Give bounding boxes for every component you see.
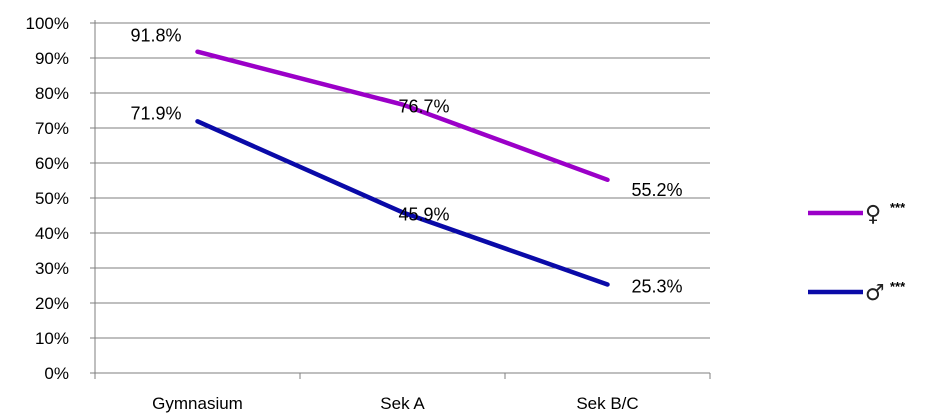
series-lines — [195, 49, 610, 287]
series-line — [195, 119, 610, 287]
legend-label: ♂ — [865, 281, 885, 306]
y-tick-label: 100% — [26, 14, 69, 33]
legend-label: ♀ — [865, 202, 881, 227]
data-label: 25.3% — [632, 276, 683, 296]
x-axis-tick-labels: Gymnasium Sek A Sek B/C — [152, 394, 639, 413]
y-tick-label: 60% — [35, 154, 69, 173]
gridlines — [95, 22, 710, 339]
axes — [90, 20, 711, 379]
legend-significance: *** — [890, 200, 906, 215]
y-tick-label: 10% — [35, 329, 69, 348]
x-tick-label: Sek B/C — [576, 394, 638, 413]
y-tick-label: 90% — [35, 49, 69, 68]
x-tick-label: Sek A — [380, 394, 425, 413]
y-tick-label: 70% — [35, 119, 69, 138]
y-tick-label: 80% — [35, 84, 69, 103]
data-label: 91.8% — [130, 26, 181, 46]
data-label: 45.9% — [399, 204, 450, 224]
legend-significance: *** — [890, 279, 906, 294]
y-tick-label: 30% — [35, 259, 69, 278]
y-tick-label: 0% — [44, 364, 69, 383]
x-tick-label: Gymnasium — [152, 394, 243, 413]
y-tick-label: 50% — [35, 189, 69, 208]
legend: ♀ *** ♂ *** — [808, 200, 906, 306]
series-line — [195, 49, 610, 183]
y-tick-label: 20% — [35, 294, 69, 313]
data-label: 76.7% — [399, 97, 450, 117]
data-label: 55.2% — [632, 180, 683, 200]
data-label: 71.9% — [130, 103, 181, 123]
data-labels: 91.8% 76.7% 55.2% 71.9% 45.9% 25.3% — [130, 26, 682, 297]
y-tick-label: 40% — [35, 224, 69, 243]
y-axis-tick-labels: 0% 10% 20% 30% 40% 50% 60% 70% 80% 90% 100% — [26, 14, 69, 383]
